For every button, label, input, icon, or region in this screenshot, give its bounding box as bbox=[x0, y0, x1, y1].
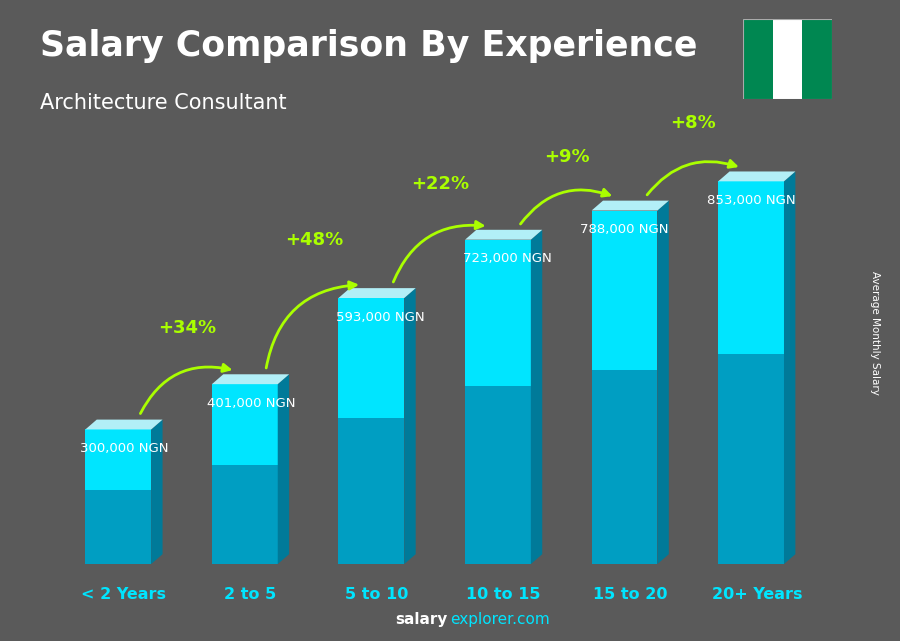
Polygon shape bbox=[531, 229, 542, 564]
Text: 10 to 15: 10 to 15 bbox=[466, 587, 541, 603]
Text: 15 to 20: 15 to 20 bbox=[593, 587, 668, 603]
Text: +8%: +8% bbox=[670, 114, 716, 132]
Polygon shape bbox=[591, 370, 657, 564]
Polygon shape bbox=[338, 418, 404, 564]
Polygon shape bbox=[212, 374, 289, 384]
Text: < 2 Years: < 2 Years bbox=[82, 587, 166, 603]
FancyArrowPatch shape bbox=[520, 189, 609, 224]
Polygon shape bbox=[784, 172, 796, 564]
Text: +9%: +9% bbox=[544, 147, 590, 165]
Text: +34%: +34% bbox=[158, 319, 216, 337]
Polygon shape bbox=[278, 374, 289, 564]
Text: 2 to 5: 2 to 5 bbox=[224, 587, 276, 603]
Bar bbox=[742, 19, 772, 99]
Text: 788,000 NGN: 788,000 NGN bbox=[580, 223, 669, 236]
Polygon shape bbox=[465, 240, 531, 386]
Bar bbox=[772, 19, 803, 99]
Text: explorer.com: explorer.com bbox=[450, 612, 550, 627]
Text: Salary Comparison By Experience: Salary Comparison By Experience bbox=[40, 29, 698, 63]
Text: +22%: +22% bbox=[411, 174, 470, 192]
Text: 5 to 10: 5 to 10 bbox=[346, 587, 409, 603]
Polygon shape bbox=[212, 384, 278, 465]
Text: 401,000 NGN: 401,000 NGN bbox=[207, 397, 295, 410]
Text: +48%: +48% bbox=[284, 231, 343, 249]
Polygon shape bbox=[718, 354, 784, 564]
FancyArrowPatch shape bbox=[266, 282, 356, 368]
Polygon shape bbox=[657, 201, 669, 564]
Polygon shape bbox=[591, 201, 669, 210]
Text: 593,000 NGN: 593,000 NGN bbox=[336, 311, 425, 324]
Polygon shape bbox=[718, 181, 784, 354]
FancyArrowPatch shape bbox=[393, 222, 482, 282]
Polygon shape bbox=[86, 429, 151, 490]
Polygon shape bbox=[718, 172, 796, 181]
Text: 853,000 NGN: 853,000 NGN bbox=[706, 194, 796, 207]
FancyArrowPatch shape bbox=[647, 160, 736, 195]
Polygon shape bbox=[86, 420, 163, 429]
Text: Average Monthly Salary: Average Monthly Salary bbox=[869, 271, 880, 395]
Polygon shape bbox=[338, 298, 404, 418]
Polygon shape bbox=[86, 490, 151, 564]
Polygon shape bbox=[151, 420, 163, 564]
Bar bbox=[803, 19, 833, 99]
Polygon shape bbox=[212, 465, 278, 564]
Text: 723,000 NGN: 723,000 NGN bbox=[463, 252, 552, 265]
Polygon shape bbox=[591, 210, 657, 370]
Polygon shape bbox=[338, 288, 416, 298]
Polygon shape bbox=[465, 229, 542, 240]
Text: 300,000 NGN: 300,000 NGN bbox=[80, 442, 169, 455]
Polygon shape bbox=[465, 386, 531, 564]
FancyArrowPatch shape bbox=[140, 364, 230, 413]
Text: salary: salary bbox=[395, 612, 447, 627]
Polygon shape bbox=[404, 288, 416, 564]
Text: Architecture Consultant: Architecture Consultant bbox=[40, 93, 287, 113]
Text: 20+ Years: 20+ Years bbox=[712, 587, 802, 603]
